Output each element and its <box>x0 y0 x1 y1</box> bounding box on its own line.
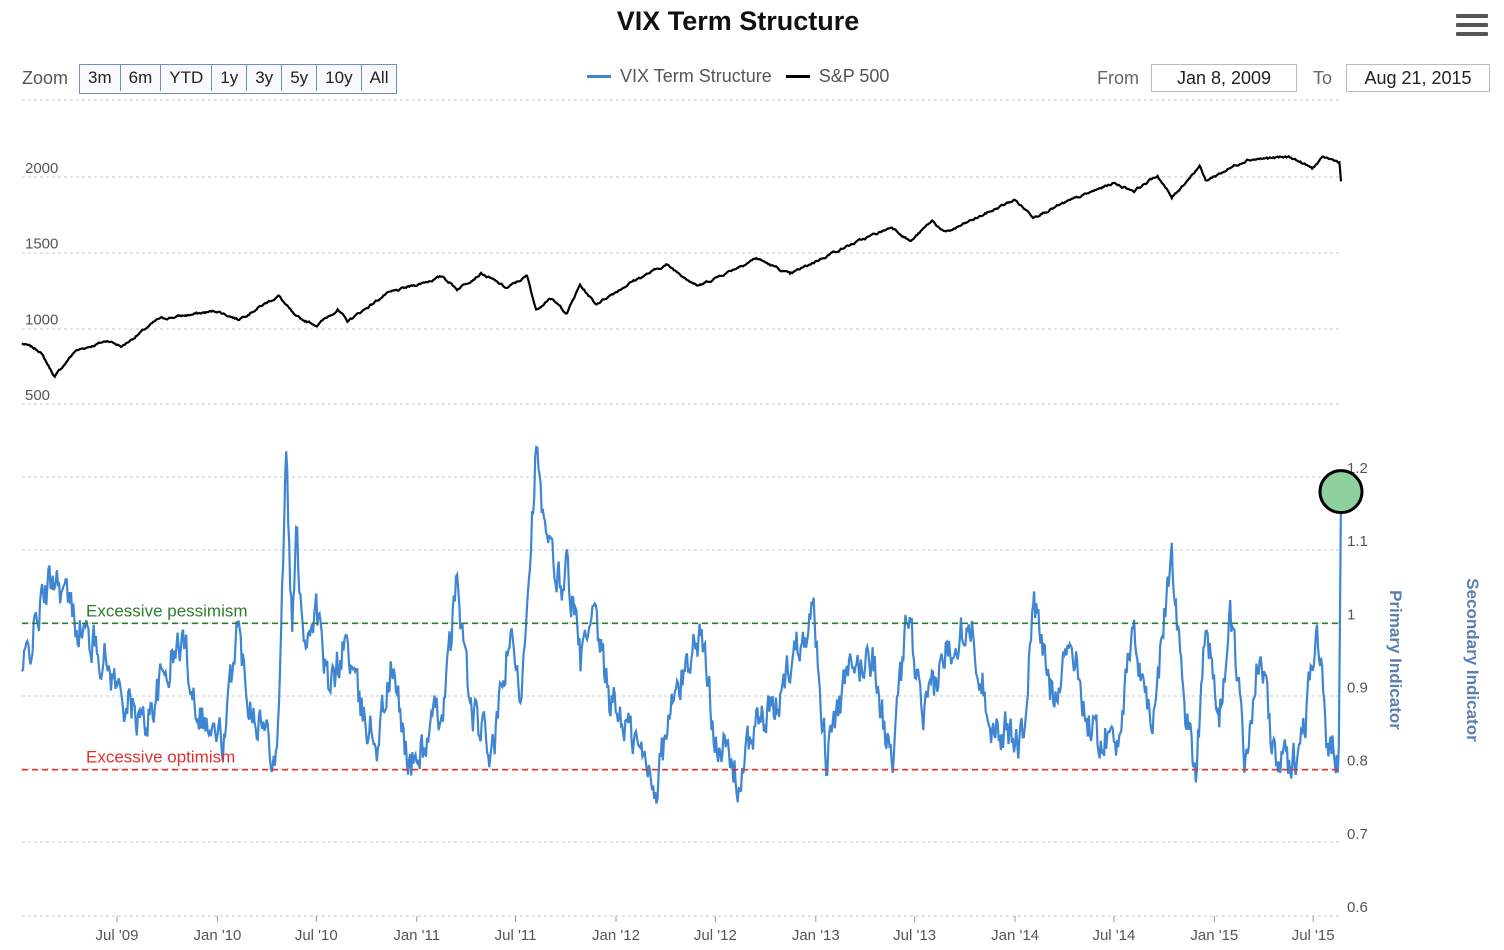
optimism-threshold-label: Excessive optimism <box>86 748 235 767</box>
zoom-3m-button[interactable]: 3m <box>80 65 121 91</box>
sp500-y-tick-label: 2000 <box>25 160 58 177</box>
zoom-10y-button[interactable]: 10y <box>317 65 362 91</box>
hamburger-menu-icon[interactable] <box>1456 14 1488 44</box>
zoom-button-group: 3m 6m YTD 1y 3y 5y 10y All <box>79 64 398 94</box>
legend-swatch-vix <box>587 75 611 78</box>
chart-title: VIX Term Structure <box>616 6 860 36</box>
x-tick-label: Jan '14 <box>991 927 1039 944</box>
zoom-label: Zoom <box>22 68 69 88</box>
x-tick-label: Jan '12 <box>592 927 640 944</box>
zoom-ytd-button[interactable]: YTD <box>161 65 213 91</box>
menu-bar <box>1456 23 1488 27</box>
x-tick-label: Jul '11 <box>495 927 537 944</box>
vix-y-tick-label: 0.7 <box>1347 826 1368 843</box>
legend-item-sp500[interactable]: S&P 500 <box>785 66 890 87</box>
range-from-input[interactable]: Jan 8, 2009 <box>1151 64 1297 92</box>
x-tick-label: Jan '13 <box>792 927 840 944</box>
primary-axis-title: Primary Indicator <box>1386 590 1405 730</box>
menu-bar <box>1456 14 1488 18</box>
pessimism-threshold-label: Excessive pessimism <box>86 601 248 620</box>
x-tick-label: Jul '14 <box>1092 927 1135 944</box>
range-from-label: From <box>1097 68 1139 88</box>
zoom-1y-button[interactable]: 1y <box>212 65 248 91</box>
vix-y-tick-label: 1 <box>1347 606 1355 623</box>
x-tick-label: Jul '12 <box>694 927 737 944</box>
zoom-all-button[interactable]: All <box>361 65 397 91</box>
legend: VIX Term Structure S&P 500 <box>587 66 903 87</box>
vix-y-tick-label: 0.6 <box>1347 899 1368 916</box>
sp500-y-tick-label: 1000 <box>25 311 58 328</box>
sp500-y-tick-label: 500 <box>25 387 50 404</box>
vix-y-tick-label: 1.1 <box>1347 533 1368 550</box>
zoom-6m-button[interactable]: 6m <box>120 65 162 91</box>
vix-y-tick-label: 0.9 <box>1347 680 1368 697</box>
vix-series-line <box>20 445 1343 804</box>
x-tick-label: Jan '15 <box>1190 927 1238 944</box>
legend-swatch-sp500 <box>785 75 810 78</box>
menu-bar <box>1456 32 1488 36</box>
legend-item-vix[interactable]: VIX Term Structure <box>587 66 772 87</box>
sp500-y-tick-label: 1500 <box>25 236 58 253</box>
sp500-series-line <box>21 154 1343 379</box>
x-tick-label: Jul '09 <box>96 927 139 944</box>
legend-label-sp500: S&P 500 <box>818 66 890 86</box>
legend-label-vix: VIX Term Structure <box>620 66 772 86</box>
x-tick-label: Jul '15 <box>1292 927 1335 944</box>
range-to-label: To <box>1313 68 1333 88</box>
x-tick-label: Jan '11 <box>393 927 440 944</box>
secondary-axis-title: Secondary Indicator <box>1463 578 1482 742</box>
x-tick-label: Jan '10 <box>193 927 241 944</box>
x-tick-label: Jul '13 <box>893 927 936 944</box>
x-tick-label: Jul '10 <box>295 927 338 944</box>
zoom-3y-button[interactable]: 3y <box>247 65 283 91</box>
zoom-5y-button[interactable]: 5y <box>282 65 318 91</box>
vix-y-tick-label: 0.8 <box>1347 753 1368 770</box>
range-to-input[interactable]: Aug 21, 2015 <box>1346 64 1490 92</box>
latest-value-highlight-marker <box>1318 469 1364 515</box>
